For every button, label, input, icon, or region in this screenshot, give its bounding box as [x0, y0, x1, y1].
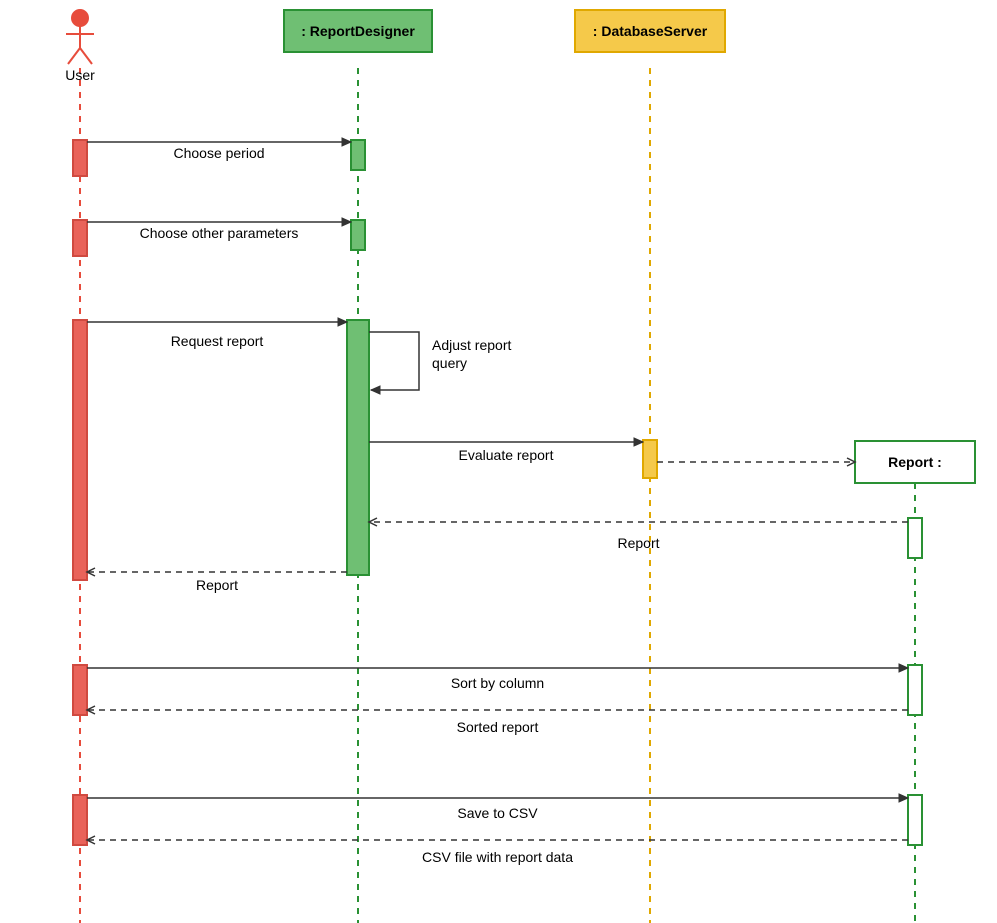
activation-user-4: [73, 320, 87, 580]
message-self-3: [369, 332, 419, 390]
activation-report-9: [908, 665, 922, 715]
actor-user-label: User: [65, 67, 95, 83]
activation-user-2: [73, 220, 87, 256]
participant-reportdesigner-label: : ReportDesigner: [301, 23, 415, 39]
sequence-diagram: User : ReportDesigner : DatabaseServer Repo…: [0, 0, 997, 923]
participant-report-label: Report :: [888, 454, 942, 470]
message-label-9: Sorted report: [457, 719, 539, 735]
message-label-10: Save to CSV: [457, 805, 538, 821]
activation-db-6: [643, 440, 657, 478]
activation-user-0: [73, 140, 87, 176]
message-label-0: Choose period: [173, 145, 264, 161]
message-label-11: CSV file with report data: [422, 849, 573, 865]
activation-user-10: [73, 795, 87, 845]
message-label-4: Evaluate report: [459, 447, 554, 463]
activation-rd-1: [351, 140, 365, 170]
message-label-6: Report: [617, 535, 659, 551]
activation-rd-5: [347, 320, 369, 575]
activation-report-11: [908, 795, 922, 845]
activation-report-7: [908, 518, 922, 558]
actor-user: User: [65, 10, 95, 83]
message-label-3: Adjust reportquery: [432, 337, 511, 371]
message-label-8: Sort by column: [451, 675, 544, 691]
activation-user-8: [73, 665, 87, 715]
message-label-2: Request report: [171, 333, 264, 349]
participant-databaseserver-label: : DatabaseServer: [593, 23, 708, 39]
message-label-1: Choose other parameters: [140, 225, 299, 241]
activation-rd-3: [351, 220, 365, 250]
message-label-7: Report: [196, 577, 238, 593]
